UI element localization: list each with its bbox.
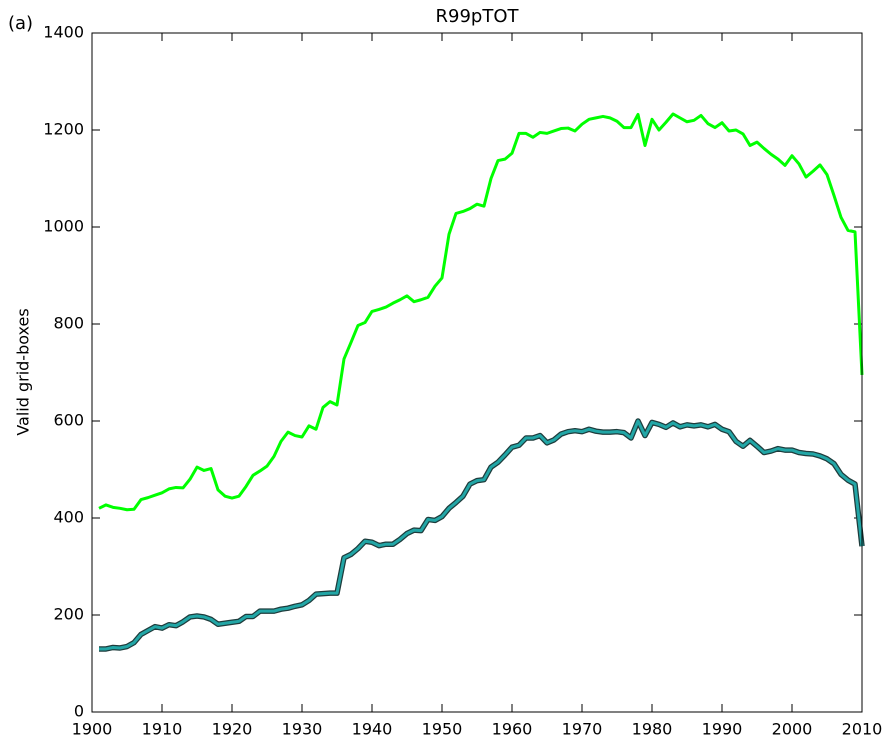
panel-label: (a) bbox=[8, 13, 33, 34]
series-line bbox=[98, 112, 864, 512]
y-tick-label: 1200 bbox=[43, 120, 84, 139]
plot-frame bbox=[91, 32, 863, 713]
x-tick-label: 1940 bbox=[352, 720, 393, 739]
x-tick-label: 1980 bbox=[632, 720, 673, 739]
x-tick-label: 1930 bbox=[282, 720, 323, 739]
y-axis-label: Valid grid-boxes bbox=[14, 308, 33, 435]
chart-title: R99pTOT bbox=[436, 6, 520, 27]
y-tick-label: 800 bbox=[53, 314, 84, 333]
x-tick-label: 2010 bbox=[842, 720, 883, 739]
x-tick-label: 1990 bbox=[702, 720, 743, 739]
y-tick-label: 1400 bbox=[43, 23, 84, 42]
x-tick-label: 1970 bbox=[562, 720, 603, 739]
x-tick-label: 1950 bbox=[422, 720, 463, 739]
x-tick-label: 1920 bbox=[212, 720, 253, 739]
y-tick-label: 400 bbox=[53, 508, 84, 527]
series-line bbox=[99, 419, 864, 651]
y-tick-label: 200 bbox=[53, 605, 84, 624]
y-tick-label: 600 bbox=[53, 411, 84, 430]
y-tick-label: 1000 bbox=[43, 217, 84, 236]
x-tick-label: 1900 bbox=[72, 720, 113, 739]
x-tick-label: 2000 bbox=[772, 720, 813, 739]
x-tick-label: 1910 bbox=[142, 720, 183, 739]
y-tick-label: 0 bbox=[74, 702, 84, 721]
x-tick-label: 1960 bbox=[492, 720, 533, 739]
